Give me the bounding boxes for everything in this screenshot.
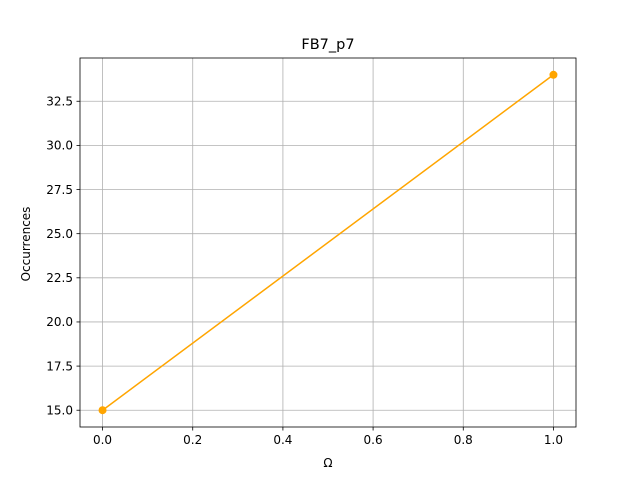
x-tick-label: 1.0 (544, 433, 563, 447)
y-tick-label: 22.5 (46, 271, 73, 285)
y-tick-label: 27.5 (46, 183, 73, 197)
y-tick-label: 25.0 (46, 227, 73, 241)
series-line (102, 74, 554, 411)
y-tick-label: 15.0 (46, 404, 73, 418)
y-tick-label: 30.0 (46, 139, 73, 153)
x-tick-label: 0.4 (273, 433, 292, 447)
ticks: 0.0 0.2 0.4 0.6 0.8 1.0 15.0 17.5 20.0 22.5 25.0 27… (46, 95, 563, 447)
y-tick-label: 20.0 (46, 315, 73, 329)
y-tick-label: 32.5 (46, 95, 73, 109)
x-tick-label: 0.6 (364, 433, 383, 447)
x-tick-label: 0.2 (183, 433, 202, 447)
chart-title: FB7_p7 (301, 37, 354, 53)
grid (80, 58, 576, 427)
y-axis-label: Occurrences (19, 207, 33, 282)
y-tick-label: 17.5 (46, 359, 73, 373)
data-point (98, 406, 107, 415)
x-axis-label: Ω (323, 456, 332, 470)
series-layer (98, 70, 558, 415)
x-tick-label: 0.8 (454, 433, 473, 447)
data-point (549, 70, 558, 79)
x-tick-label: 0.0 (93, 433, 112, 447)
plot-frame (79, 57, 577, 428)
